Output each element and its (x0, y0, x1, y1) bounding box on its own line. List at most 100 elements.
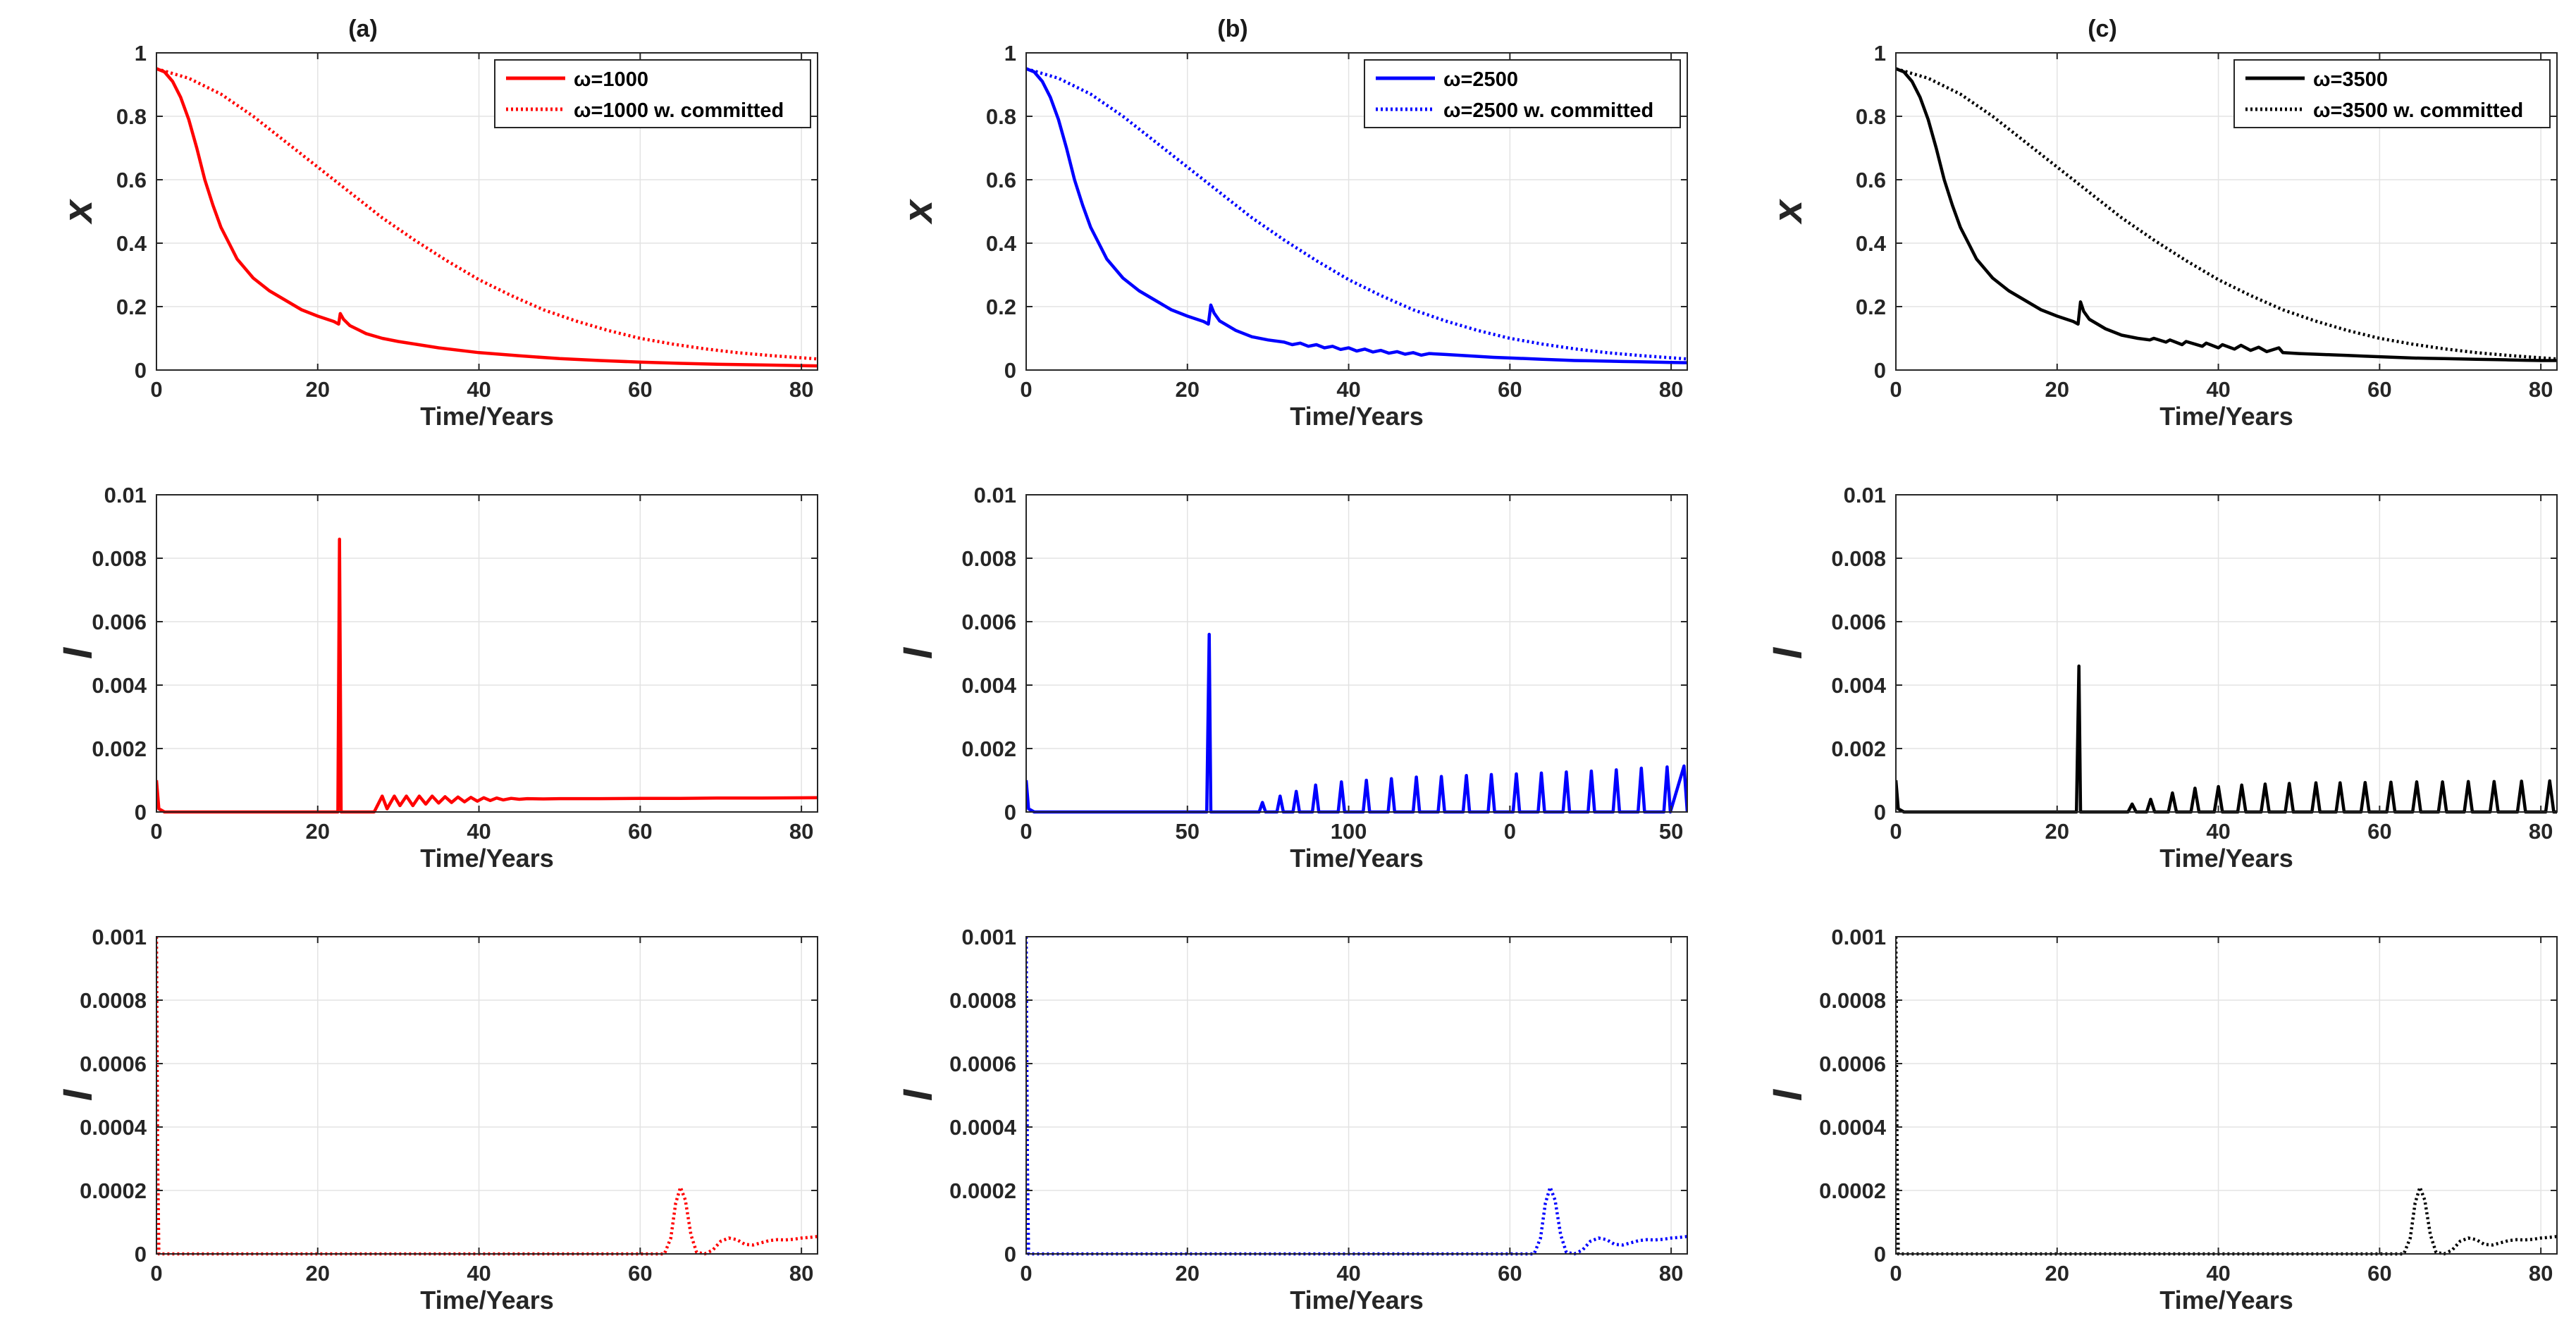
y-tick-label: 0 (1874, 358, 1886, 383)
x-tick-label: 20 (306, 377, 330, 402)
subplot-r2-c1: 0 20 40 60 80 0 0.002 0.004 0.006 0.008 0.01 Time/Y… (55, 483, 818, 873)
x-tick-label: 80 (2529, 377, 2553, 402)
y-tick-label: 0.0002 (80, 1178, 147, 1203)
y-tick-label: 0 (1874, 1242, 1886, 1267)
x-tick-label: 80 (1659, 1261, 1683, 1286)
x-axis-label: Time/Years (420, 402, 553, 431)
panel-title-b: (b) (1217, 16, 1247, 42)
legend-box (2233, 59, 2551, 128)
y-tick-label: 0.8 (1856, 104, 1886, 129)
y-tick-label: 0.2 (116, 295, 147, 319)
x-tick-label: 80 (789, 819, 813, 844)
axes-box (156, 936, 818, 1255)
y-tick-label: 0.002 (92, 737, 147, 761)
x-tick-label: 0 (150, 1261, 162, 1286)
y-tick-label: 0 (135, 358, 147, 383)
x-tick-label: 60 (628, 819, 652, 844)
series-line-committed (156, 936, 818, 1256)
legend-entry: ω=3500 (2313, 68, 2388, 91)
y-tick-label: 0.008 (961, 546, 1016, 571)
y-tick-label: 0.006 (92, 610, 147, 634)
x-tick-label: 20 (306, 1261, 330, 1286)
x-tick-label: 0 (1020, 1261, 1032, 1286)
y-tick-label: 0.0006 (949, 1052, 1016, 1076)
x-tick-label: 40 (2206, 1261, 2230, 1286)
x-tick-label: 50 (1176, 819, 1200, 844)
y-tick-label: 0.4 (1856, 231, 1887, 256)
x-tick-label: 20 (1176, 1261, 1200, 1286)
x-tick-label: 0 (1890, 1261, 1902, 1286)
x-tick-label: 60 (2367, 1261, 2391, 1286)
y-tick-label: 0.008 (92, 546, 147, 571)
y-tick-label: 0.001 (92, 925, 147, 949)
x-axis-label: Time/Years (420, 1286, 553, 1315)
y-tick-label: 0.0004 (80, 1115, 147, 1140)
subplot-r3-c1: 0 20 40 60 80 0 0.0002 0.0004 0.0006 0.0008 0.001 T… (55, 925, 818, 1315)
y-tick-label: 0 (135, 800, 147, 825)
legend: ω=1000 ω=1000 w. committed (494, 59, 811, 128)
y-tick-label: 0.4 (116, 231, 147, 256)
x-tick-label: 80 (2529, 1261, 2553, 1286)
plot-area (1026, 937, 1687, 1254)
axes-box (156, 494, 818, 813)
x-tick-label: 40 (467, 377, 491, 402)
x-axis-label: Time/Years (2159, 402, 2293, 431)
y-tick-label: 0.004 (92, 673, 147, 698)
x-tick-label: 40 (467, 819, 491, 844)
y-tick-label: 0.6 (986, 168, 1016, 192)
subplot-r1-c3: 0 20 40 60 80 0 0.2 0.4 0.6 0.8 1 Time/Years x ω=3500… (1765, 41, 2558, 431)
y-tick-label: 0.004 (961, 673, 1016, 698)
y-tick-label: 0.0002 (1819, 1178, 1886, 1203)
x-tick-label: 80 (1659, 377, 1683, 402)
y-tick-label: 0 (1004, 1242, 1016, 1267)
y-tick-label: 0 (1874, 800, 1886, 825)
y-tick-label: 0.4 (986, 231, 1017, 256)
y-tick-label: 0.002 (1831, 737, 1886, 761)
y-axis-label: x (895, 198, 941, 225)
x-tick-label: 20 (306, 819, 330, 844)
axes-box (1895, 52, 2558, 371)
legend-entry: ω=1000 (574, 68, 648, 91)
series-line-committed (1026, 936, 1687, 1256)
y-tick-label: 0.0004 (1819, 1115, 1887, 1140)
x-tick-label: 60 (1498, 377, 1522, 402)
x-axis-label: Time/Years (420, 844, 553, 873)
panel-title-c: (c) (2088, 16, 2117, 42)
x-tick-label: 20 (2045, 819, 2069, 844)
x-tick-label: 40 (2206, 377, 2230, 402)
y-tick-label: 0.002 (961, 737, 1016, 761)
x-tick-label: 80 (789, 377, 813, 402)
y-tick-label: 0.8 (986, 104, 1016, 129)
y-axis-label: I (55, 646, 101, 659)
x-axis-label: Time/Years (1290, 1286, 1423, 1315)
axes-box (1025, 52, 1688, 371)
legend-box (1364, 59, 1681, 128)
plot-area (1896, 937, 2557, 1254)
subplot-r1-c1: 0 20 40 60 80 0 0.2 0.4 0.6 0.8 1 Time/Years x ω=1000… (55, 41, 818, 431)
x-axis-label: Time/Years (1290, 402, 1423, 431)
y-tick-label: 0.001 (1831, 925, 1886, 949)
legend-entry: ω=1000 w. committed (574, 99, 784, 122)
y-tick-label: 1 (135, 41, 147, 66)
y-axis-label: I (55, 1088, 101, 1101)
x-tick-label: 40 (1336, 1261, 1360, 1286)
x-tick-label: 60 (628, 1261, 652, 1286)
plot-area (156, 937, 818, 1254)
x-tick-label: 100 (1331, 819, 1367, 844)
y-tick-label: 0.001 (961, 925, 1016, 949)
y-tick-label: 0.008 (1831, 546, 1886, 571)
legend: ω=3500 ω=3500 w. committed (2233, 59, 2551, 128)
x-tick-label: 60 (628, 377, 652, 402)
x-tick-label: 50 (1659, 819, 1683, 844)
y-axis-label: x (1765, 198, 1811, 225)
y-tick-label: 0.006 (1831, 610, 1886, 634)
axes-box (156, 52, 818, 371)
x-tick-label: 0 (1890, 819, 1902, 844)
y-axis-label: I (1765, 1088, 1811, 1101)
y-tick-label: 0.2 (986, 295, 1016, 319)
legend-entry: ω=3500 w. committed (2313, 99, 2523, 122)
axes-box (1895, 936, 2558, 1255)
x-tick-label: 0 (1020, 819, 1032, 844)
x-tick-label: 0 (1890, 377, 1902, 402)
y-tick-label: 1 (1004, 41, 1016, 66)
